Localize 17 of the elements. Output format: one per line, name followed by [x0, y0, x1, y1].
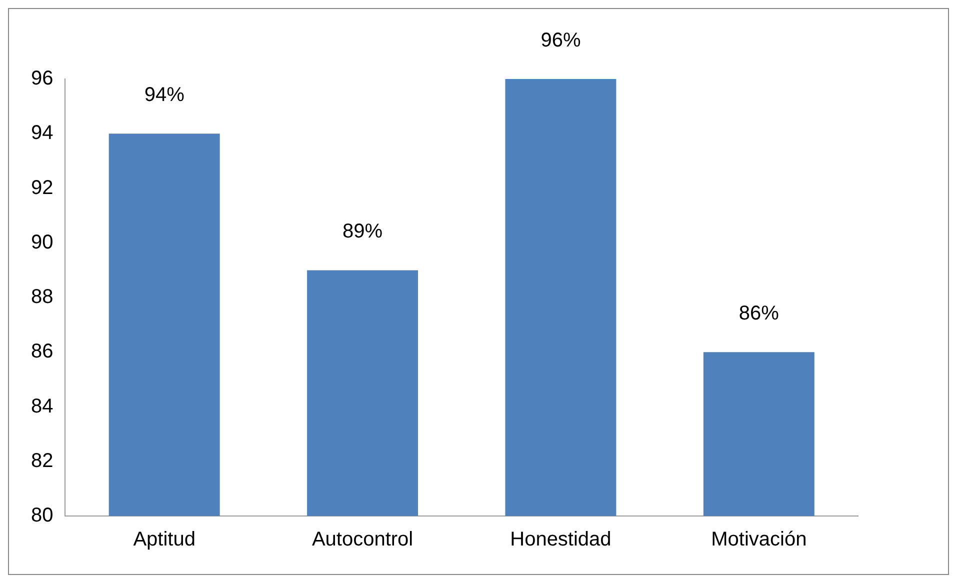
x-tick-label: Honestidad: [510, 528, 612, 551]
y-tick-label: 82: [30, 450, 54, 472]
y-tick-label: 94: [30, 122, 54, 144]
x-tick-label: Autocontrol: [312, 528, 414, 551]
y-tick-label: 84: [30, 395, 54, 418]
y-tick-label: 92: [30, 176, 54, 199]
y-tick-label: 88: [30, 286, 54, 308]
y-tick-label: 90: [30, 231, 54, 254]
x-tick-label: Motivación: [711, 528, 807, 551]
data-label: 94%: [144, 84, 185, 106]
x-tick-label: Aptitud: [133, 528, 196, 551]
data-label: 89%: [342, 220, 383, 243]
data-label: 86%: [738, 302, 780, 325]
y-tick-label: 86: [30, 340, 54, 363]
data-label: 96%: [540, 30, 581, 52]
y-tick-label: 80: [30, 504, 54, 527]
y-tick-label: 96: [30, 68, 54, 90]
